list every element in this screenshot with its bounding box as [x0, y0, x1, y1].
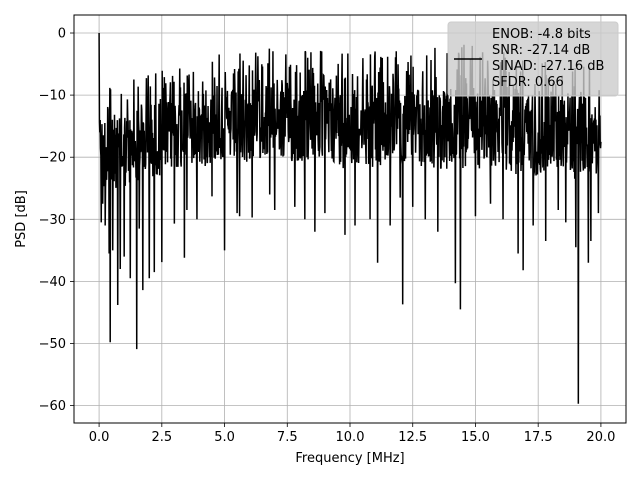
x-tick-label: 10.0 — [336, 430, 365, 445]
x-tick-label: 15.0 — [461, 430, 490, 445]
x-axis-label: Frequency [MHz] — [295, 451, 404, 466]
y-tick-label: −40 — [39, 275, 66, 290]
axis-ticks: 0.0 2.5 5.0 7.5 10.0 12.5 15.0 17.5 20.0 0 −10 −20 −… — [39, 27, 616, 445]
x-tick-label: 2.5 — [151, 430, 172, 445]
legend-label: ENOB: -4.8 bits SNR: -27.14 dB SINAD: -27.… — [492, 27, 604, 90]
y-tick-label: 0 — [58, 27, 66, 42]
psd-trace — [98, 33, 602, 404]
legend: ENOB: -4.8 bits SNR: -27.14 dB SINAD: -27.… — [447, 21, 619, 97]
x-tick-label: 20.0 — [586, 430, 615, 445]
legend-box — [447, 21, 619, 97]
x-tick-label: 5.0 — [214, 430, 235, 445]
x-tick-label: 0.0 — [89, 430, 110, 445]
psd-line — [98, 33, 602, 404]
y-tick-label: −60 — [39, 399, 66, 414]
x-tick-label: 7.5 — [277, 430, 298, 445]
y-tick-label: −10 — [39, 89, 66, 104]
y-tick-label: −50 — [39, 337, 66, 352]
y-axis-label: PSD [dB] — [14, 190, 29, 248]
x-tick-label: 12.5 — [398, 430, 427, 445]
y-tick-label: −30 — [39, 213, 66, 228]
y-tick-label: −20 — [39, 151, 66, 166]
x-tick-label: 17.5 — [524, 430, 553, 445]
